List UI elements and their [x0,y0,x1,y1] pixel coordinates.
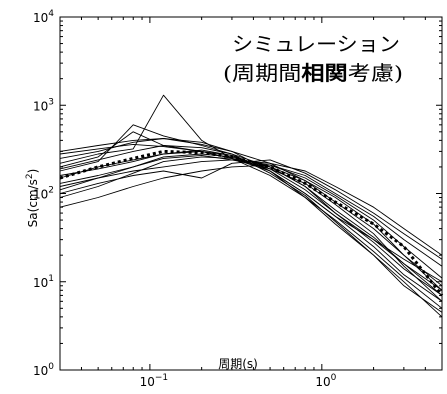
y-tick-label: 102 [33,186,54,202]
series-line-8 [59,131,443,283]
annotation-line-2-prefix: (周期間 [223,61,301,85]
series-line-5 [59,164,443,267]
y-tick-label: 103 [33,97,54,113]
y-axis-label: Sa(cm/s2) [25,169,40,228]
annotation-line-2: (周期間 相関 考慮) [223,61,403,85]
y-axis-label-tail: ) [26,169,40,174]
annotation-line-1: シミュレーション [232,32,400,56]
y-tick-label: 104 [33,9,54,25]
y-axis-label-sup: 2 [25,173,35,179]
annotation-line-2-suffix: 考慮) [348,61,403,85]
series-line-9 [59,138,443,291]
series-group [59,94,444,318]
y-axis-label-base: Sa(cm/s [26,179,40,227]
series-line-15 [59,145,443,296]
series-line-2 [59,94,443,309]
x-axis-label: 周期(s) [218,357,258,371]
tick-label-group: 10−1 100 100 101 102 103 104 [33,9,337,389]
tick-group [59,17,443,371]
y-tick-label: 100 [33,362,54,378]
y-tick-label: 101 [33,274,54,290]
annotation-line-2-bold: 相関 [301,61,347,85]
series-line-13 [59,143,443,302]
series-line-14 [59,156,443,279]
x-tick-label: 10−1 [140,373,169,389]
x-tick-label: 100 [315,373,336,389]
